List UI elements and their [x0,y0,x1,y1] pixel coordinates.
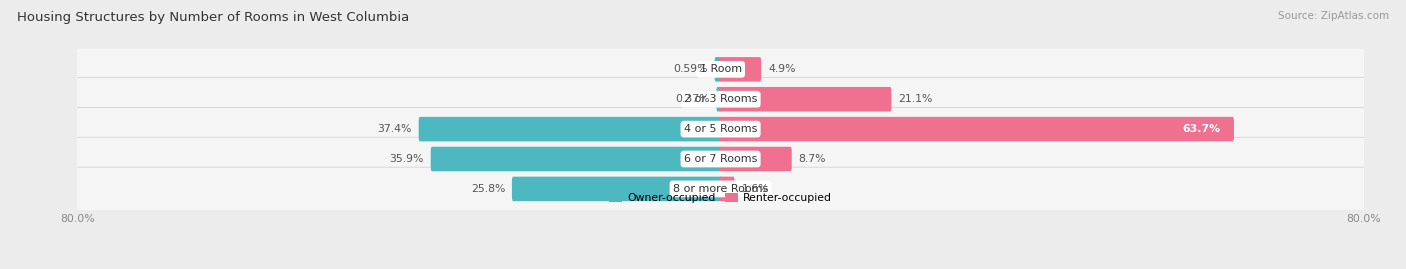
Text: 25.8%: 25.8% [471,184,505,194]
Legend: Owner-occupied, Renter-occupied: Owner-occupied, Renter-occupied [605,189,837,208]
Text: 4.9%: 4.9% [768,64,796,74]
Text: Housing Structures by Number of Rooms in West Columbia: Housing Structures by Number of Rooms in… [17,11,409,24]
Text: Source: ZipAtlas.com: Source: ZipAtlas.com [1278,11,1389,21]
FancyBboxPatch shape [75,48,1367,91]
Text: 2 or 3 Rooms: 2 or 3 Rooms [683,94,758,104]
FancyBboxPatch shape [419,117,721,141]
Text: 6 or 7 Rooms: 6 or 7 Rooms [683,154,758,164]
Text: 0.59%: 0.59% [673,64,707,74]
FancyBboxPatch shape [720,57,761,82]
Text: 1.6%: 1.6% [741,184,769,194]
FancyBboxPatch shape [430,147,721,171]
FancyBboxPatch shape [75,107,1367,151]
FancyBboxPatch shape [512,177,721,201]
Text: 8 or more Rooms: 8 or more Rooms [673,184,768,194]
Text: 63.7%: 63.7% [1182,124,1220,134]
FancyBboxPatch shape [714,57,721,82]
FancyBboxPatch shape [75,167,1367,211]
Text: 8.7%: 8.7% [799,154,827,164]
FancyBboxPatch shape [717,87,721,111]
Text: 37.4%: 37.4% [377,124,412,134]
Text: 35.9%: 35.9% [389,154,423,164]
FancyBboxPatch shape [720,117,1234,141]
FancyBboxPatch shape [720,177,735,201]
Text: 4 or 5 Rooms: 4 or 5 Rooms [683,124,758,134]
FancyBboxPatch shape [720,147,792,171]
Text: 1 Room: 1 Room [700,64,741,74]
Text: 0.37%: 0.37% [675,94,710,104]
FancyBboxPatch shape [75,137,1367,181]
Text: 21.1%: 21.1% [898,94,932,104]
FancyBboxPatch shape [75,77,1367,121]
FancyBboxPatch shape [720,87,891,111]
